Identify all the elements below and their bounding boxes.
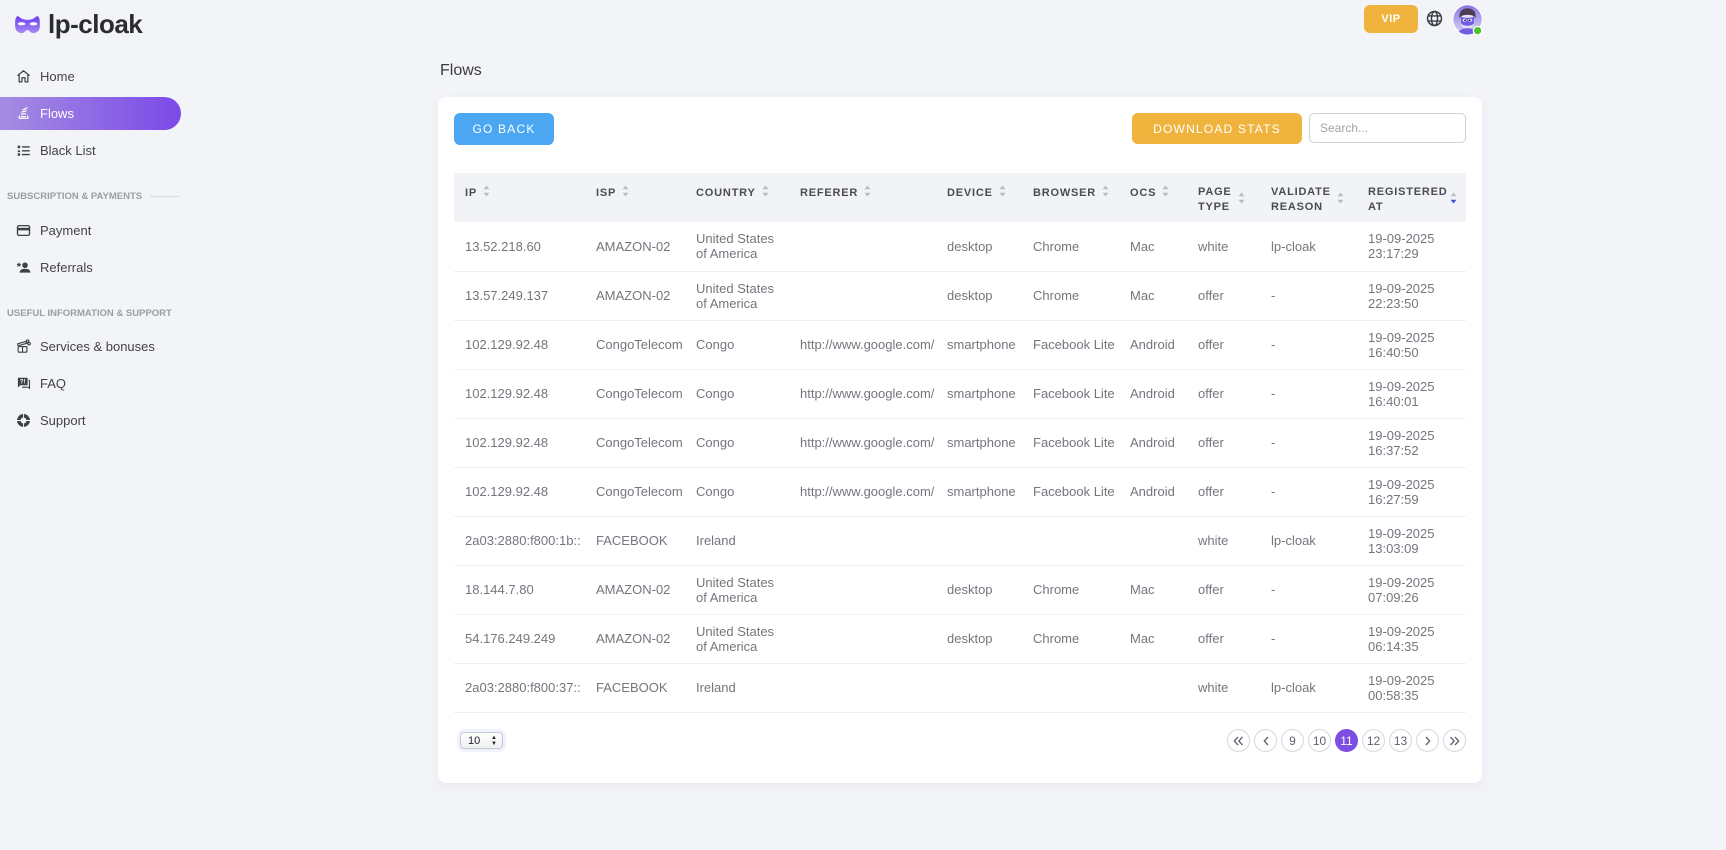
svg-text:?!: ?!	[20, 380, 26, 386]
